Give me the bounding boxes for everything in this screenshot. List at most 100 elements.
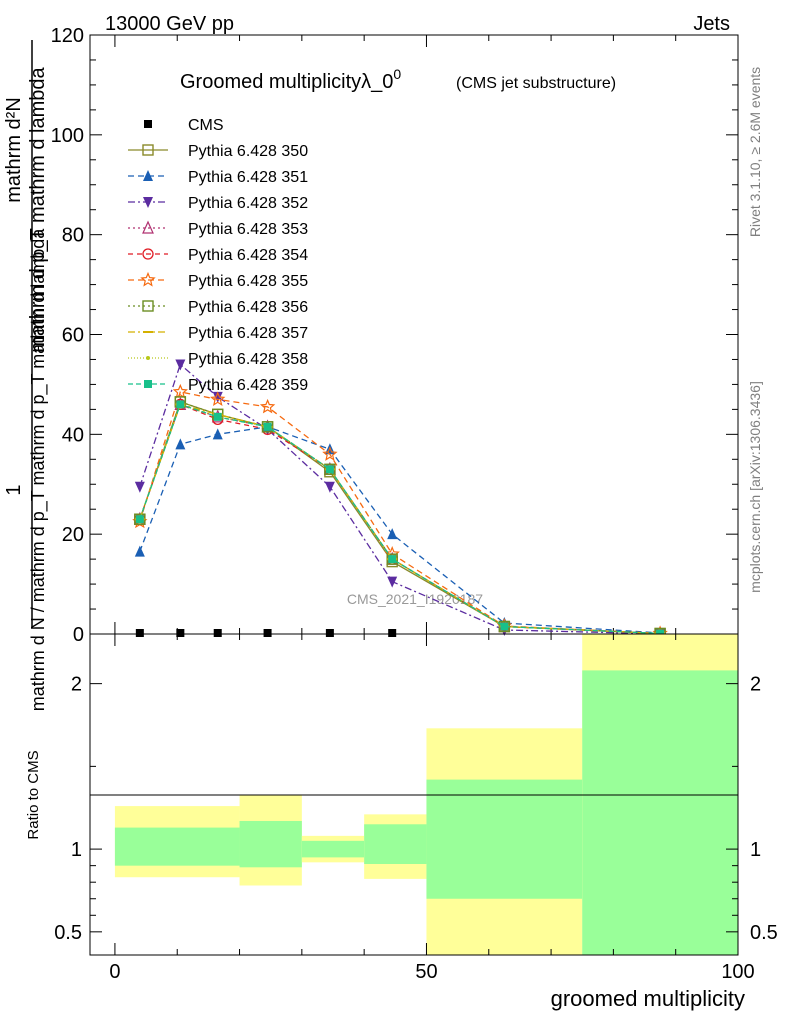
series-line [139, 363, 661, 635]
legend-item-4: Pythia 6.428 353 [128, 220, 308, 238]
legend-label: Pythia 6.428 356 [188, 299, 308, 316]
header-left: 13000 GeV pp [105, 13, 234, 35]
marker [212, 391, 223, 403]
marker [263, 422, 272, 431]
marker [263, 629, 272, 637]
marker [176, 400, 185, 409]
legend-label: Pythia 6.428 353 [188, 221, 308, 238]
series-line [139, 391, 661, 635]
y-tick-label: 0 [73, 624, 84, 646]
legend-item-cms: CMS [144, 117, 224, 134]
ratio-ticks: 0.5 0.5 1 1 2 2 0 50 100 [54, 634, 778, 983]
legend-item-3: Pythia 6.428 352 [128, 195, 308, 212]
marker [135, 515, 144, 524]
uncertainty-band-green [239, 820, 302, 868]
x-tick-label: 50 [415, 961, 437, 983]
legend-label: Pythia 6.428 359 [188, 377, 308, 394]
main-y-ticks: 0 20 40 60 80 100 120 [51, 25, 739, 646]
ratio-y-tick-label-right: 1 [750, 839, 761, 861]
reference-layer [135, 629, 397, 637]
marker [146, 356, 150, 360]
marker [213, 629, 222, 637]
ylabel-right-num: mathrm d²N [3, 97, 25, 203]
marker [134, 545, 145, 557]
x-axis-label: groomed multiplicity [551, 986, 745, 1011]
legend-label: Pythia 6.428 354 [188, 247, 308, 264]
legend-item-8: Pythia 6.428 357 [128, 325, 308, 342]
ratio-plot: 0.5 0.5 1 1 2 2 0 50 100 Ratio to CMS [25, 633, 778, 983]
legend-item-10: Pythia 6.428 359 [128, 377, 308, 394]
marker [387, 576, 398, 588]
uncertainty-band-green [426, 779, 583, 899]
legend-label: Pythia 6.428 357 [188, 325, 308, 342]
marker [144, 120, 152, 128]
legend-item-6: Pythia 6.428 355 [128, 271, 308, 290]
series-line [139, 403, 661, 635]
marker [142, 248, 154, 260]
x-tick-label: 0 [109, 961, 120, 983]
marker [176, 629, 185, 637]
marker [213, 412, 222, 421]
upper-ylabel: mathrm d²N mathrm d p_T mathrm d lambda … [3, 40, 49, 711]
marker [175, 438, 186, 450]
marker [388, 555, 397, 564]
legend-label: Pythia 6.428 352 [188, 195, 308, 212]
marker [175, 359, 186, 371]
marker [212, 428, 223, 440]
plot-title: Groomed multiplicityλ_00 (CMS jet substr… [180, 66, 616, 93]
y-tick-label: 20 [62, 524, 84, 546]
y-tick-label: 100 [51, 125, 84, 147]
marker [325, 465, 334, 474]
legend-item-2: Pythia 6.428 351 [128, 169, 308, 186]
marker [324, 481, 335, 493]
uncertainty-band-green [582, 670, 738, 955]
legend-label: Pythia 6.428 351 [188, 169, 308, 186]
title-sub: (CMS jet substructure) [456, 75, 616, 92]
marker [322, 446, 338, 461]
marker [172, 383, 188, 399]
marker [142, 220, 154, 234]
header-right: Jets [693, 13, 730, 35]
y-tick-label: 60 [62, 325, 84, 347]
title-main-text: Groomed multiplicityλ_0 [180, 71, 393, 93]
uncertainty-band-green [364, 824, 427, 864]
uncertainty-band-green [114, 827, 240, 866]
ratio-ylabel: Ratio to CMS [25, 750, 42, 839]
marker [388, 629, 397, 637]
ratio-y-tick-label: 2 [71, 674, 82, 696]
series-line [139, 401, 661, 635]
series-line [139, 426, 661, 634]
legend-item-5: Pythia 6.428 354 [128, 247, 308, 264]
marker [143, 170, 153, 181]
legend-label: Pythia 6.428 358 [188, 351, 308, 368]
marker [325, 629, 334, 637]
marker [134, 481, 145, 493]
marker [135, 629, 144, 637]
x-tick-label: 100 [721, 961, 754, 983]
legend-item-1: Pythia 6.428 350 [128, 143, 308, 160]
ylabel-num: 1 [3, 484, 25, 495]
marker [500, 622, 509, 631]
rivet-label: Rivet 3.1.10, ≥ 2.6M events [747, 67, 763, 237]
marker [259, 398, 276, 414]
y-tick-label: 120 [51, 25, 84, 47]
marker [143, 197, 153, 208]
series-10 [135, 400, 665, 638]
ratio-y-tick-label: 0.5 [54, 922, 82, 944]
marker [387, 528, 398, 540]
ratio-y-tick-label-right: 0.5 [750, 922, 778, 944]
ratio-y-tick-label: 1 [71, 839, 82, 861]
marker [140, 271, 156, 287]
title-main: Groomed multiplicityλ_00 [180, 66, 401, 93]
marker [142, 144, 154, 156]
series-layer [132, 359, 668, 641]
marker [144, 380, 152, 388]
mcplots-label: mcplots.cern.ch [arXiv:1306.3436] [747, 381, 763, 593]
uncertainty-band-green [301, 840, 365, 858]
legend-item-7: Pythia 6.428 356 [128, 299, 308, 316]
ylabel-den: mathrm d N / mathrm d p_T mathrm d p_T m… [28, 228, 49, 711]
title-sup: 0 [393, 66, 401, 82]
legend-label: Pythia 6.428 350 [188, 143, 308, 160]
